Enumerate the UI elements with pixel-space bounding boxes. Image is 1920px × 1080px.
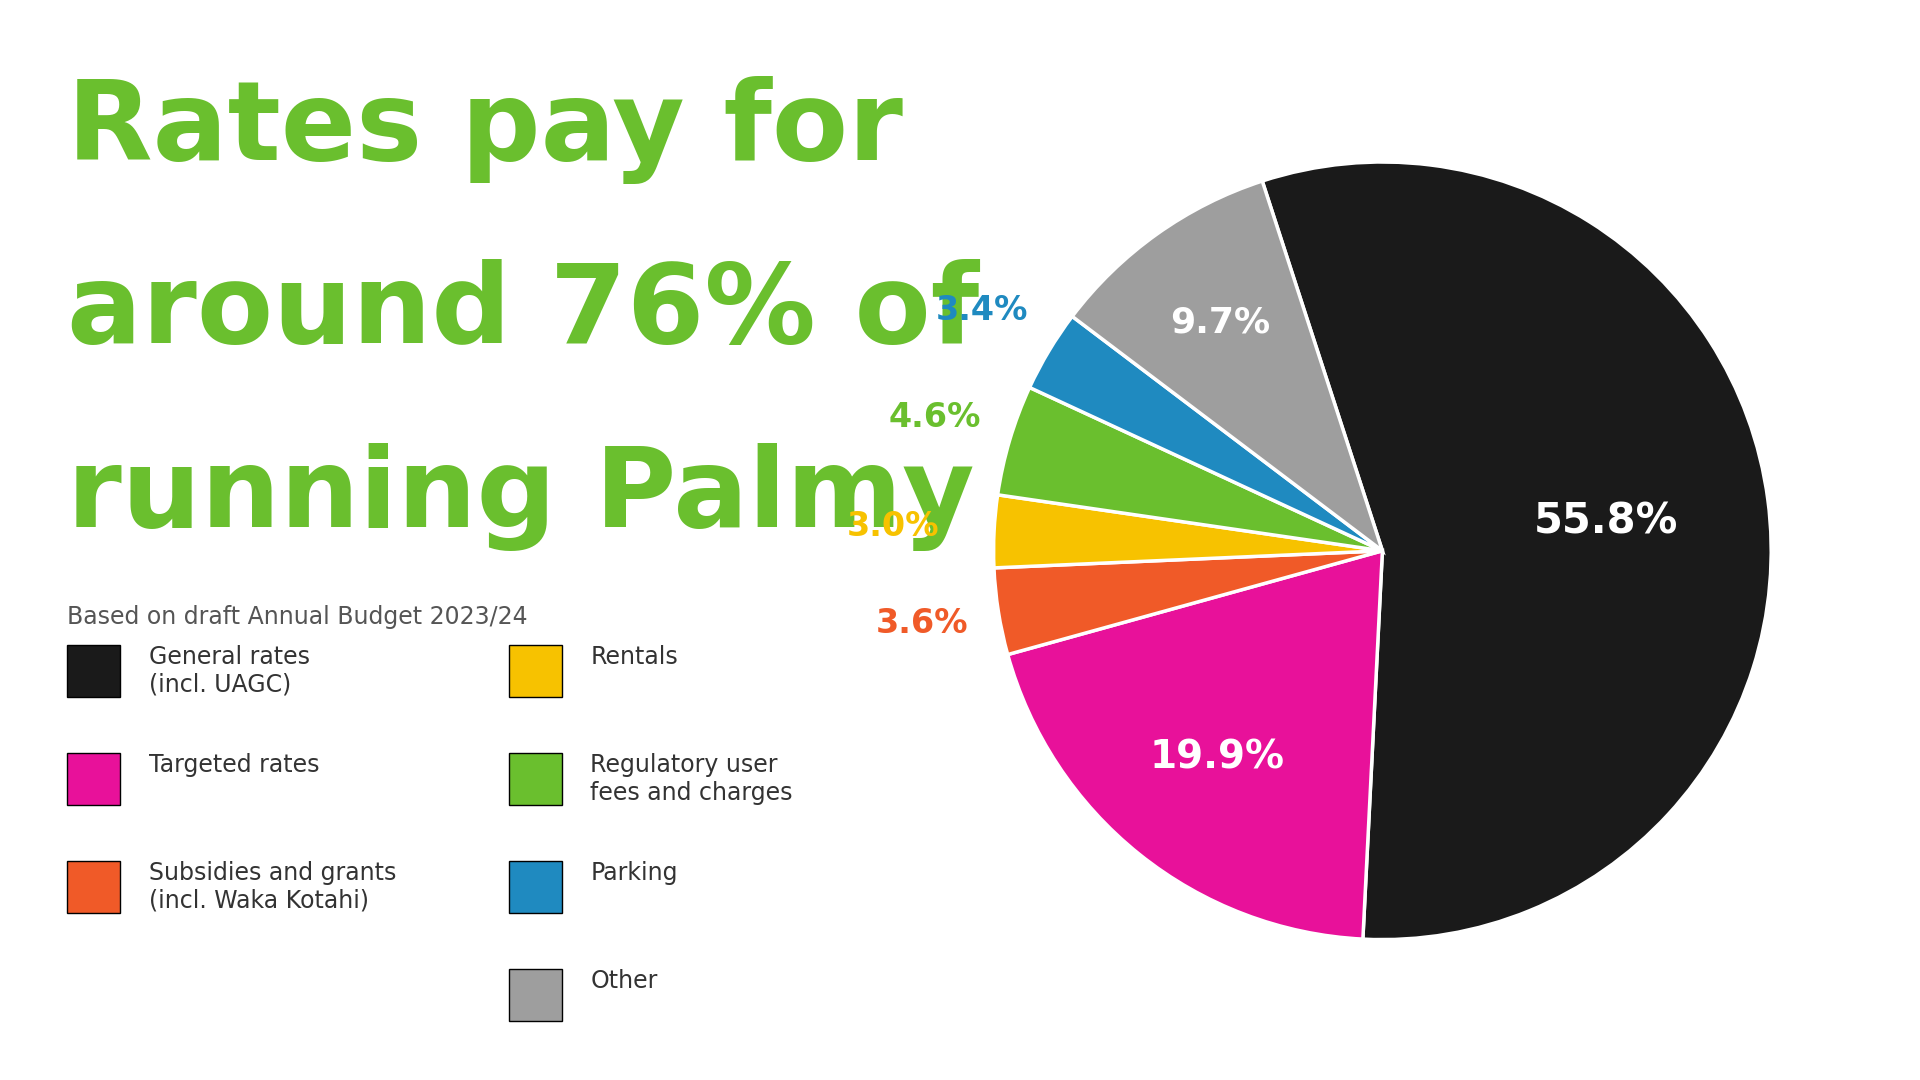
Text: 19.9%: 19.9% — [1150, 738, 1284, 777]
Text: Regulatory user
fees and charges: Regulatory user fees and charges — [591, 753, 793, 805]
Text: 3.4%: 3.4% — [937, 294, 1029, 327]
Wedge shape — [993, 495, 1382, 568]
FancyBboxPatch shape — [509, 969, 561, 1021]
FancyBboxPatch shape — [67, 861, 119, 913]
Text: running Palmy: running Palmy — [67, 443, 975, 551]
Text: around 76% of: around 76% of — [67, 259, 979, 366]
FancyBboxPatch shape — [509, 861, 561, 913]
Text: Subsidies and grants
(incl. Waka Kotahi): Subsidies and grants (incl. Waka Kotahi) — [150, 861, 396, 913]
Text: 9.7%: 9.7% — [1169, 306, 1269, 340]
Text: General rates
(incl. UAGC): General rates (incl. UAGC) — [150, 645, 309, 697]
Text: Other: Other — [591, 969, 659, 993]
Wedge shape — [998, 388, 1382, 551]
Text: 3.6%: 3.6% — [876, 607, 968, 640]
Text: Rates pay for: Rates pay for — [67, 76, 902, 184]
Text: Based on draft Annual Budget 2023/24: Based on draft Annual Budget 2023/24 — [67, 605, 528, 629]
Text: Targeted rates: Targeted rates — [150, 753, 319, 777]
Text: 55.8%: 55.8% — [1534, 500, 1678, 542]
Text: Rentals: Rentals — [591, 645, 678, 669]
FancyBboxPatch shape — [67, 645, 119, 697]
Wedge shape — [1071, 181, 1382, 551]
Wedge shape — [1008, 551, 1382, 940]
Wedge shape — [1029, 316, 1382, 551]
Text: 4.6%: 4.6% — [889, 402, 981, 434]
FancyBboxPatch shape — [509, 753, 561, 805]
FancyBboxPatch shape — [509, 645, 561, 697]
Wedge shape — [995, 551, 1382, 654]
Text: 3.0%: 3.0% — [847, 510, 939, 542]
Text: Parking: Parking — [591, 861, 678, 885]
FancyBboxPatch shape — [67, 753, 119, 805]
Wedge shape — [1261, 162, 1770, 940]
